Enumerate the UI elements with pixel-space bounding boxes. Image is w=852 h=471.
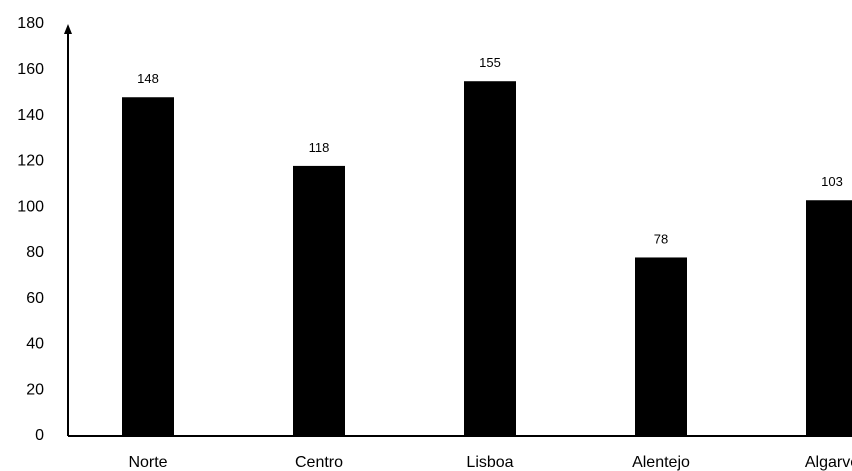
category-label: Alentejo xyxy=(632,454,690,471)
bar-alentejo xyxy=(635,257,687,436)
bars xyxy=(122,81,852,436)
y-axis-ticks: 0 20 40 60 80 100 120 140 160 180 xyxy=(17,15,44,444)
y-tick-label: 120 xyxy=(17,153,44,170)
y-tick-label: 40 xyxy=(26,336,44,353)
y-axis-arrow-icon xyxy=(64,24,72,34)
y-tick-label: 160 xyxy=(17,61,44,78)
y-tick-label: 0 xyxy=(35,427,44,444)
y-tick-label: 60 xyxy=(26,290,44,307)
category-label: Centro xyxy=(295,454,343,471)
bar-centro xyxy=(293,166,345,436)
y-tick-label: 20 xyxy=(26,381,44,398)
data-label: 78 xyxy=(654,231,668,246)
y-tick-label: 180 xyxy=(17,15,44,32)
bar-norte xyxy=(122,97,174,436)
x-axis-labels: Norte Centro Lisboa Alentejo Algarve xyxy=(128,454,852,471)
y-tick-label: 80 xyxy=(26,244,44,261)
bar-algarve xyxy=(806,200,852,436)
category-label: Algarve xyxy=(805,454,852,471)
y-tick-label: 140 xyxy=(17,107,44,124)
data-label: 148 xyxy=(137,71,159,86)
category-label: Lisboa xyxy=(466,454,513,471)
bar-lisboa xyxy=(464,81,516,436)
data-label: 103 xyxy=(821,174,843,189)
data-label: 155 xyxy=(479,55,501,70)
y-tick-label: 100 xyxy=(17,198,44,215)
category-label: Norte xyxy=(128,454,167,471)
data-label: 118 xyxy=(309,140,330,155)
